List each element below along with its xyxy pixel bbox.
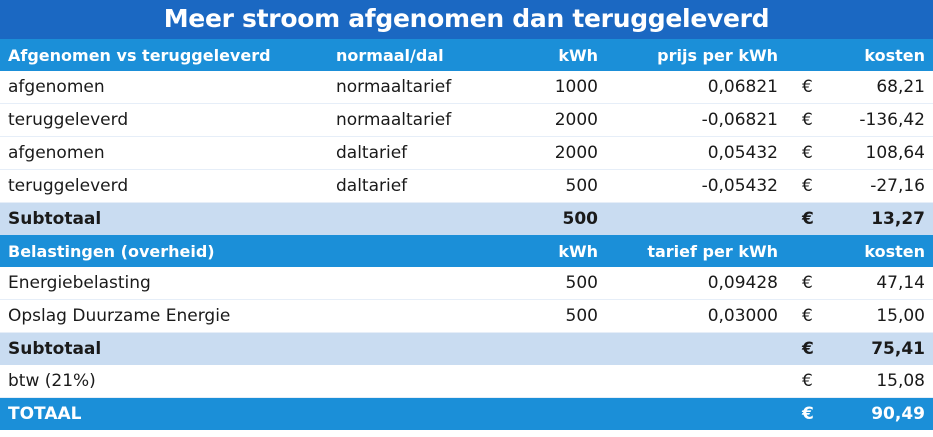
subtotal-cost: 75,41 bbox=[830, 332, 933, 365]
subtotal-cost: 13,27 bbox=[830, 202, 933, 235]
row-price: 0,05432 bbox=[606, 136, 790, 170]
header-cell: Afgenomen vs teruggeleverd bbox=[0, 39, 336, 71]
cost-table: Afgenomen vs teruggeleverd normaal/dal k… bbox=[0, 39, 933, 430]
row-kwh: 2000 bbox=[506, 103, 606, 137]
header-cell: normaal/dal bbox=[336, 39, 506, 71]
header-cell: kosten bbox=[830, 235, 933, 267]
row-tariff: daltarief bbox=[336, 136, 506, 170]
subtotal-empty bbox=[606, 202, 790, 235]
row-label: Opslag Duurzame Energie bbox=[0, 299, 336, 333]
section-header-afgenomen: Afgenomen vs teruggeleverd normaal/dal k… bbox=[0, 39, 933, 71]
table-row: teruggeleverd normaaltarief 2000 -0,0682… bbox=[0, 103, 933, 137]
subtotal-empty bbox=[336, 202, 506, 235]
subtotal-label: Subtotaal bbox=[0, 202, 336, 235]
row-empty bbox=[336, 365, 506, 398]
subtotal-label: Subtotaal bbox=[0, 332, 336, 365]
table-row: Opslag Duurzame Energie 500 0,03000 € 15… bbox=[0, 299, 933, 333]
row-price: -0,06821 bbox=[606, 103, 790, 137]
row-kwh: 2000 bbox=[506, 136, 606, 170]
header-cell: kWh bbox=[506, 39, 606, 71]
currency-symbol: € bbox=[790, 71, 830, 104]
currency-symbol: € bbox=[790, 267, 830, 300]
row-price: -0,05432 bbox=[606, 169, 790, 203]
row-kwh: 500 bbox=[506, 267, 606, 300]
row-tariff: normaaltarief bbox=[336, 71, 506, 104]
row-cost: -27,16 bbox=[830, 169, 933, 203]
currency-symbol: € bbox=[790, 365, 830, 398]
header-cell bbox=[790, 235, 830, 267]
row-empty bbox=[506, 365, 606, 398]
row-cost: 68,21 bbox=[830, 71, 933, 104]
currency-symbol: € bbox=[790, 299, 830, 333]
table-row: afgenomen daltarief 2000 0,05432 € 108,6… bbox=[0, 136, 933, 170]
subtotal-empty bbox=[506, 332, 606, 365]
subtotal-row: Subtotaal 500 € 13,27 bbox=[0, 202, 933, 235]
subtotal-kwh: 500 bbox=[506, 202, 606, 235]
row-tariff: normaaltarief bbox=[336, 103, 506, 137]
row-label: teruggeleverd bbox=[0, 103, 336, 137]
currency-symbol: € bbox=[790, 332, 830, 365]
total-label: TOTAAL bbox=[0, 397, 336, 430]
row-empty bbox=[336, 299, 506, 333]
header-cell bbox=[790, 39, 830, 71]
header-cell: prijs per kWh bbox=[606, 39, 790, 71]
row-empty bbox=[336, 267, 506, 300]
row-cost: 47,14 bbox=[830, 267, 933, 300]
currency-symbol: € bbox=[790, 136, 830, 170]
row-cost: -136,42 bbox=[830, 103, 933, 137]
subtotal-row: Subtotaal € 75,41 bbox=[0, 332, 933, 365]
header-cell: Belastingen (overheid) bbox=[0, 235, 336, 267]
header-cell: kWh bbox=[506, 235, 606, 267]
header-cell bbox=[336, 235, 506, 267]
table-row: teruggeleverd daltarief 500 -0,05432 € -… bbox=[0, 169, 933, 203]
header-cell: tarief per kWh bbox=[606, 235, 790, 267]
header-cell: kosten bbox=[830, 39, 933, 71]
page-title: Meer stroom afgenomen dan teruggeleverd bbox=[0, 0, 933, 39]
row-kwh: 500 bbox=[506, 299, 606, 333]
row-price: 0,09428 bbox=[606, 267, 790, 300]
btw-row: btw (21%) € 15,08 bbox=[0, 365, 933, 398]
row-label: afgenomen bbox=[0, 136, 336, 170]
total-cost: 90,49 bbox=[830, 397, 933, 430]
total-row: TOTAAL € 90,49 bbox=[0, 397, 933, 430]
row-empty bbox=[606, 365, 790, 398]
row-label: Energiebelasting bbox=[0, 267, 336, 300]
currency-symbol: € bbox=[790, 103, 830, 137]
currency-symbol: € bbox=[790, 169, 830, 203]
subtotal-empty bbox=[606, 332, 790, 365]
row-empty bbox=[506, 397, 606, 430]
row-kwh: 500 bbox=[506, 169, 606, 203]
row-tariff: daltarief bbox=[336, 169, 506, 203]
btw-cost: 15,08 bbox=[830, 365, 933, 398]
currency-symbol: € bbox=[790, 202, 830, 235]
row-label: afgenomen bbox=[0, 71, 336, 104]
row-price: 0,06821 bbox=[606, 71, 790, 104]
row-cost: 15,00 bbox=[830, 299, 933, 333]
btw-label: btw (21%) bbox=[0, 365, 336, 398]
row-empty bbox=[336, 397, 506, 430]
subtotal-empty bbox=[336, 332, 506, 365]
row-kwh: 1000 bbox=[506, 71, 606, 104]
row-price: 0,03000 bbox=[606, 299, 790, 333]
row-empty bbox=[606, 397, 790, 430]
row-cost: 108,64 bbox=[830, 136, 933, 170]
section-header-belastingen: Belastingen (overheid) kWh tarief per kW… bbox=[0, 235, 933, 267]
currency-symbol: € bbox=[790, 397, 830, 430]
table-row: afgenomen normaaltarief 1000 0,06821 € 6… bbox=[0, 71, 933, 104]
table-row: Energiebelasting 500 0,09428 € 47,14 bbox=[0, 267, 933, 300]
row-label: teruggeleverd bbox=[0, 169, 336, 203]
